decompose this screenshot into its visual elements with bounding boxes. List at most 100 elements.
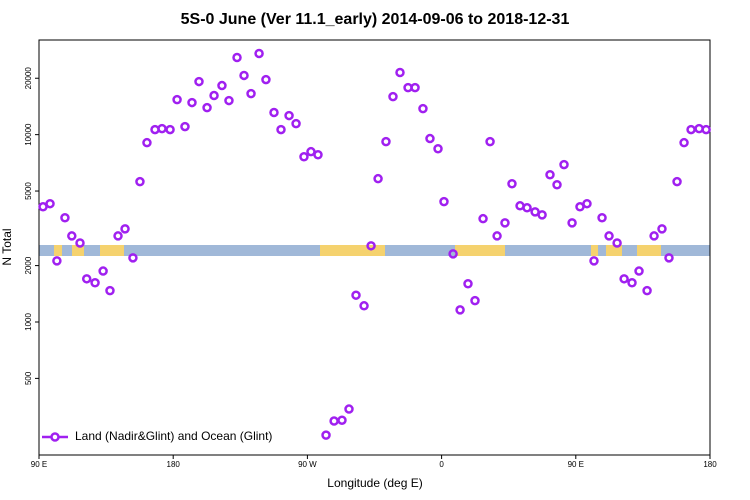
- data-point: [627, 277, 637, 288]
- data-point: [500, 218, 510, 228]
- legend-marker: [50, 432, 60, 442]
- data-point: [478, 213, 488, 224]
- band-land: [54, 245, 62, 256]
- chart-title: 5S-0 June (Ver 11.1_early) 2014-09-06 to…: [181, 11, 570, 28]
- data-point: [381, 136, 391, 147]
- data-point: [433, 143, 443, 154]
- x-tick-label: 90 W: [298, 460, 317, 469]
- data-point: [589, 256, 599, 266]
- data-point: [537, 210, 547, 220]
- data-point: [686, 124, 696, 135]
- data-point: [172, 94, 182, 105]
- data-point: [60, 213, 70, 223]
- y-tick-label: 2000: [24, 256, 33, 274]
- data-point: [395, 67, 405, 78]
- data-point: [359, 301, 369, 311]
- data-point: [439, 196, 449, 207]
- data-point: [418, 103, 428, 114]
- land-band: [39, 245, 710, 256]
- data-point: [67, 231, 77, 241]
- data-point: [239, 70, 249, 81]
- data-point: [105, 285, 115, 296]
- y-tick-label: 10000: [24, 123, 33, 146]
- x-tick-label: 180: [703, 460, 717, 469]
- data-point: [135, 176, 145, 187]
- data-point: [329, 416, 339, 426]
- data-point: [75, 238, 85, 248]
- data-point: [90, 277, 100, 288]
- data-point: [448, 249, 458, 259]
- data-point: [351, 290, 361, 300]
- y-tick-label: 1000: [24, 313, 33, 331]
- data-point: [455, 305, 465, 315]
- data-point: [209, 90, 219, 101]
- y-tick-label: 20000: [24, 67, 33, 90]
- data-point: [313, 150, 323, 160]
- data-point: [113, 231, 123, 241]
- data-point: [634, 266, 644, 276]
- data-point: [410, 82, 420, 93]
- band-land: [591, 245, 598, 256]
- data-point: [604, 231, 614, 241]
- y-tick-label: 500: [24, 371, 33, 385]
- data-point: [128, 253, 138, 263]
- data-point: [679, 137, 689, 148]
- band-land: [637, 245, 661, 256]
- y-tick-label: 5000: [24, 182, 33, 200]
- data-point: [463, 278, 473, 289]
- data-point: [52, 256, 62, 266]
- data-point: [701, 124, 711, 135]
- data-point: [559, 159, 569, 170]
- y-axis-label: N Total: [0, 228, 14, 265]
- data-point: [344, 404, 354, 414]
- data-point: [366, 241, 376, 251]
- data-point: [649, 231, 659, 241]
- plot-frame: [38, 39, 711, 456]
- data-point: [246, 88, 256, 99]
- data-point: [224, 95, 234, 106]
- band-land: [72, 245, 84, 256]
- data-point: [45, 198, 55, 209]
- data-point: [254, 48, 264, 59]
- data-point: [98, 266, 108, 276]
- legend-label: Land (Nadir&Glint) and Ocean (Glint): [75, 429, 272, 443]
- data-point: [642, 285, 652, 296]
- data-point: [202, 102, 212, 113]
- data-point: [470, 295, 480, 306]
- data-point: [545, 169, 555, 180]
- data-point: [157, 123, 167, 134]
- data-point: [388, 91, 398, 102]
- data-point: [261, 74, 271, 85]
- data-point: [232, 52, 242, 63]
- data-point: [142, 137, 152, 148]
- data-point: [165, 124, 175, 135]
- band-land: [606, 245, 622, 256]
- data-point: [373, 173, 383, 184]
- data-point: [120, 224, 130, 234]
- data-point: [299, 152, 309, 162]
- data-point: [619, 274, 629, 284]
- x-tick-label: 90 E: [31, 460, 47, 469]
- x-axis-label: Longitude (deg E): [327, 476, 422, 490]
- data-point: [81, 274, 92, 284]
- band-land: [320, 245, 385, 256]
- band-land: [100, 245, 124, 256]
- data-point: [337, 415, 347, 425]
- data-point: [321, 430, 331, 440]
- data-point: [567, 218, 577, 228]
- data-point: [612, 238, 622, 248]
- data-point: [425, 133, 435, 144]
- data-point: [657, 224, 667, 234]
- data-point: [522, 203, 532, 213]
- data-point: [217, 80, 227, 91]
- data-point: [552, 180, 562, 190]
- data-point: [492, 231, 502, 241]
- data-point: [485, 136, 495, 147]
- data-point: [597, 213, 607, 223]
- data-point: [507, 178, 517, 189]
- data-point: [269, 107, 279, 118]
- data-point: [194, 76, 204, 87]
- band-land: [455, 245, 505, 256]
- data-point: [276, 124, 286, 135]
